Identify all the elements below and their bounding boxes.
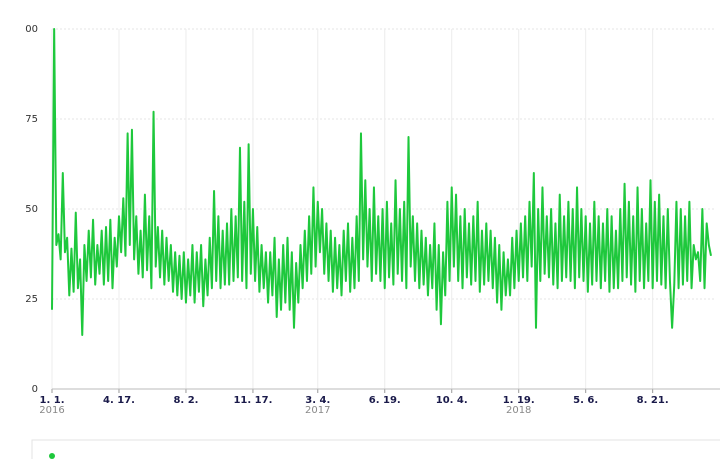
legend-box (31, 439, 720, 463)
x-tick-label: 1. 19. (503, 395, 535, 406)
x-tick-label: 3. 4. (305, 395, 330, 406)
y-tick-label: 50 (25, 204, 38, 215)
y-tick-label: 0 (32, 384, 38, 395)
x-tick-label: 5. 6. (573, 395, 598, 406)
y-tick-label: 75 (25, 114, 38, 125)
legend-marker (49, 453, 55, 459)
x-tick-label: 8. 2. (173, 395, 198, 406)
y-tick-label: 00 (25, 24, 38, 35)
y-tick-label: 25 (25, 294, 38, 305)
x-tick-label: 4. 17. (103, 395, 135, 406)
x-tick-label: 8. 21. (637, 395, 669, 406)
x-tick-label: 1. 1. (40, 395, 65, 406)
x-tick-label: 6. 19. (369, 395, 401, 406)
x-year-label: 2018 (506, 405, 531, 416)
x-tick-label: 11. 17. (233, 395, 272, 406)
x-tick-label: 10. 4. (436, 395, 468, 406)
data-line (51, 28, 712, 336)
x-year-label: 2016 (39, 405, 64, 416)
x-year-label: 2017 (305, 405, 330, 416)
